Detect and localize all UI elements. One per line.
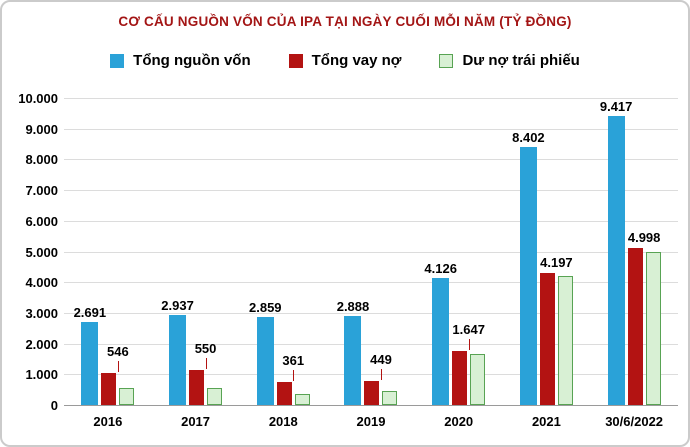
gridline [64,190,678,192]
legend-item: Tổng nguồn vốn [110,52,251,69]
data-label-total-capital: 8.402 [512,130,545,146]
gridline [64,220,678,222]
data-label-bond-debt: 449 [370,352,392,368]
bar-total-debt [627,248,643,405]
data-label-total-capital: 2.691 [73,305,107,321]
bar-total-capital [256,317,274,405]
bar-bond-debt [470,354,486,405]
y-axis-tick-label: 5.000 [25,244,58,260]
bar-bond-debt [294,393,310,405]
y-axis-tick-label: 6.000 [25,213,58,229]
y-axis-tick-label: 8.000 [25,152,58,168]
y-axis-tick-label: 3.000 [25,305,58,321]
bar-total-debt [364,381,380,405]
plot-area: 0 1.000 2.000 3.000 4.000 5.000 6.000 7.000 8.00… [18,91,678,429]
bar-group: 9.417 4.998 [590,99,678,406]
chart-title: CƠ CẤU NGUỒN VỐN CỦA IPA TẠI NGÀY CUỐI M… [118,14,572,29]
y-axis-tick-label: 4.000 [25,275,58,291]
label-leader-line [205,358,207,370]
label-leader-line [380,369,382,381]
x-axis-tick-label: 2021 [531,414,561,429]
y-axis-tick-label: 9.000 [25,121,58,137]
legend: Tổng nguồn vốn Tổng vay nợ Dư nợ trái phiế… [2,52,688,69]
data-label-total-capital: 2.937 [161,297,194,313]
bar-total-debt [539,273,555,405]
bar-bond-debt [382,391,398,405]
bar-group: 2.691 546 [64,99,152,406]
gridline [64,374,678,376]
data-label-total-capital: 2.859 [248,300,282,316]
x-axis-line [64,405,678,406]
legend-label: Dư nợ trái phiếu [462,52,580,69]
bar-group: 4.126 1.647 [415,99,503,406]
gridline [64,98,678,99]
gridline [64,251,678,253]
data-label-bond-debt: 361 [282,352,305,368]
label-leader-line [468,339,470,351]
x-axis-tick-label: 2019 [356,414,386,429]
data-label-bond-debt: 546 [106,344,129,360]
legend-label: Tổng vay nợ [311,52,402,69]
y-axis-tick-label: 0 [50,398,58,413]
data-label-bond-debt: 1.647 [452,322,485,338]
bar-group: 2.937 550 [152,99,240,406]
legend-item: Tổng vay nợ [288,52,402,69]
bar-total-capital [81,322,99,405]
x-axis-tick-label: 2020 [444,414,474,429]
gridline [64,312,678,314]
x-axis-tick-label: 2018 [268,414,298,429]
data-label-bond-debt: 4.998 [627,230,661,246]
bar-bond-debt [119,388,135,405]
x-axis-tick-label: 30/6/2022 [605,414,664,429]
bar-bond-debt [557,276,573,405]
y-axis-tick-label: 2.000 [25,336,58,352]
bar-group: 2.859 361 [239,99,327,406]
legend-swatch-icon [288,53,303,68]
data-label-total-capital: 2.888 [336,299,370,315]
bar-group: 2.888 449 [327,99,415,406]
gridline [64,282,678,284]
x-axis-tick-label: 2016 [93,414,123,429]
bar-total-capital [344,316,362,405]
gridline [64,159,678,161]
legend-swatch-icon [110,53,125,68]
gridline [64,343,678,345]
bar-group: 8.402 4.197 [503,99,591,406]
y-axis-tick-label: 7.000 [25,183,58,199]
y-axis-tick-label: 10.000 [18,91,58,106]
data-label-bond-debt: 4.197 [540,255,573,270]
data-label-total-capital: 9.417 [599,98,633,114]
bar-total-debt [101,373,117,405]
bar-total-debt [189,370,205,405]
x-axis-tick-label: 2017 [181,414,211,429]
bar-total-capital [519,147,537,405]
bar-total-debt [452,351,468,405]
y-axis-tick-label: 1.000 [25,367,58,383]
gridline [64,128,678,130]
legend-swatch-icon [439,53,454,68]
legend-label: Tổng nguồn vốn [133,52,251,69]
legend-item: Dư nợ trái phiếu [439,52,580,69]
data-label-bond-debt: 550 [194,341,217,357]
label-leader-line [117,361,119,373]
bar-bond-debt [645,251,661,405]
bar-total-debt [276,381,292,405]
label-leader-line [293,369,295,381]
data-label-total-capital: 4.126 [424,261,457,277]
bar-bond-debt [207,388,223,405]
bar-total-capital [169,314,187,405]
bar-total-capital [432,278,450,405]
bar-total-capital [607,115,625,405]
